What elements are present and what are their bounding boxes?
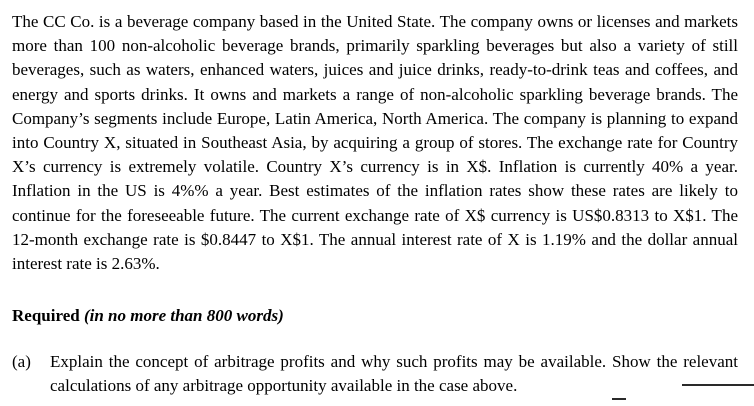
scan-artifact-dash: [612, 398, 626, 400]
required-heading: Required (in no more than 800 words): [12, 304, 738, 328]
question-item-a: (a) Explain the concept of arbitrage pro…: [12, 350, 738, 398]
scan-artifact-line: [682, 384, 754, 386]
question-item-a-label: (a): [12, 352, 31, 372]
question-item-a-text: Explain the concept of arbitrage profits…: [50, 352, 738, 396]
document-page: The CC Co. is a beverage company based i…: [12, 10, 738, 399]
required-word-limit-note: (in no more than 800 words): [79, 306, 284, 326]
case-study-paragraph: The CC Co. is a beverage company based i…: [12, 12, 738, 274]
required-label: Required: [12, 306, 80, 326]
